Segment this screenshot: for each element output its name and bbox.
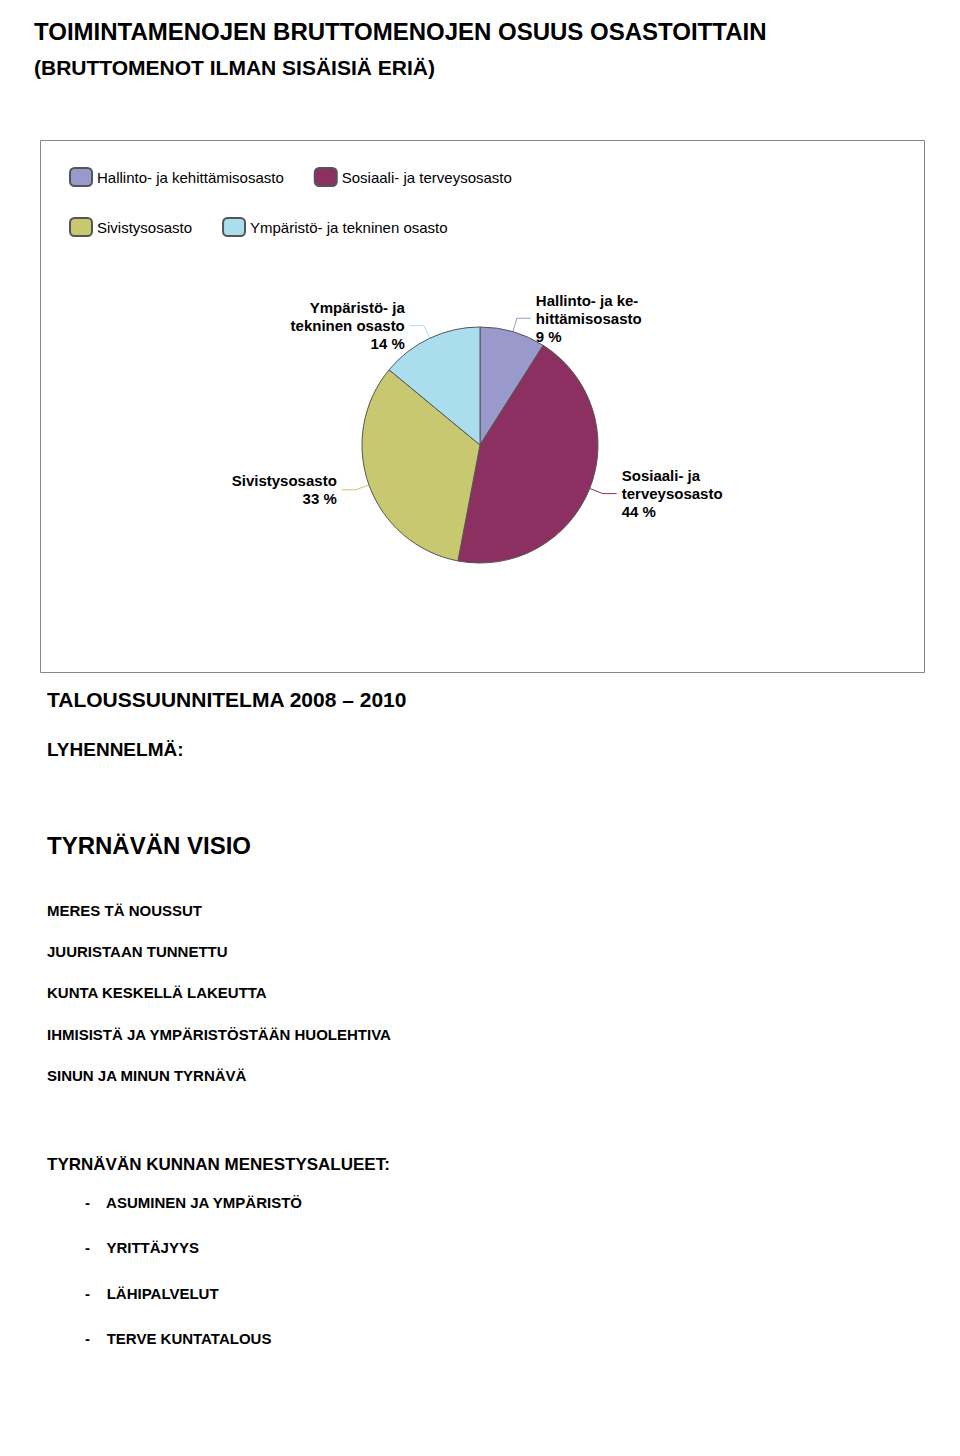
svg-text:- TERVE KUNTATALOUS: - TERVE KUNTATALOUS: [85, 1330, 271, 1347]
svg-text:- ASUMINEN JA YMPÄRISTÖ: - ASUMINEN JA YMPÄRISTÖ: [85, 1194, 302, 1211]
svg-text:Sivistysosasto: Sivistysosasto: [232, 472, 337, 489]
svg-text:Sivistysosasto: Sivistysosasto: [97, 219, 192, 236]
svg-text:14 %: 14 %: [371, 335, 405, 352]
svg-text:hittämisosasto: hittämisosasto: [536, 310, 642, 327]
svg-text:Hallinto- ja kehittämisosasto: Hallinto- ja kehittämisosasto: [97, 169, 284, 186]
svg-text:44 %: 44 %: [622, 503, 656, 520]
svg-text:MERES TÄ NOUSSUT: MERES TÄ NOUSSUT: [47, 902, 202, 919]
svg-text:Sosiaali- ja: Sosiaali- ja: [622, 467, 701, 484]
svg-text:IHMISISTÄ JA YMPÄRISTÖSTÄÄN HU: IHMISISTÄ JA YMPÄRISTÖSTÄÄN HUOLEHTIVA: [47, 1026, 391, 1043]
svg-text:Ympäristö- ja tekninen osasto: Ympäristö- ja tekninen osasto: [250, 219, 448, 236]
svg-text:9 %: 9 %: [536, 328, 562, 345]
svg-text:33 %: 33 %: [303, 490, 337, 507]
svg-text:SINUN JA MINUN TYRNÄVÄ: SINUN JA MINUN TYRNÄVÄ: [47, 1067, 247, 1084]
svg-text:TYRNÄVÄN KUNNAN MENESTYSALUEET: TYRNÄVÄN KUNNAN MENESTYSALUEET:: [47, 1155, 390, 1174]
svg-text:- LÄHIPALVELUT: - LÄHIPALVELUT: [85, 1285, 219, 1302]
svg-text:TOIMINTAMENOJEN BRUTTOMENOJEN: TOIMINTAMENOJEN BRUTTOMENOJEN OSUUS OSAS…: [34, 18, 767, 45]
svg-text:LYHENNELMÄ:: LYHENNELMÄ:: [47, 739, 184, 760]
svg-text:(BRUTTOMENOT ILMAN SISÄISIÄ ER: (BRUTTOMENOT ILMAN SISÄISIÄ ERIÄ): [34, 56, 435, 79]
svg-text:TALOUSSUUNNITELMA 2008 – 2010: TALOUSSUUNNITELMA 2008 – 2010: [47, 688, 406, 711]
svg-text:Sosiaali- ja terveysosasto: Sosiaali- ja terveysosasto: [342, 169, 512, 186]
svg-text:- YRITTÄJYYS: - YRITTÄJYYS: [85, 1239, 199, 1256]
svg-text:JUURISTAAN TUNNETTU: JUURISTAAN TUNNETTU: [47, 943, 228, 960]
svg-text:TYRNÄVÄN VISIO: TYRNÄVÄN VISIO: [47, 832, 251, 859]
svg-text:Hallinto- ja ke-: Hallinto- ja ke-: [536, 292, 639, 309]
svg-text:KUNTA KESKELLÄ LAKEUTTA: KUNTA KESKELLÄ LAKEUTTA: [47, 984, 267, 1001]
svg-text:tekninen osasto: tekninen osasto: [291, 317, 405, 334]
svg-text:terveysosasto: terveysosasto: [622, 485, 723, 502]
svg-text:Ympäristö- ja: Ympäristö- ja: [310, 299, 406, 316]
